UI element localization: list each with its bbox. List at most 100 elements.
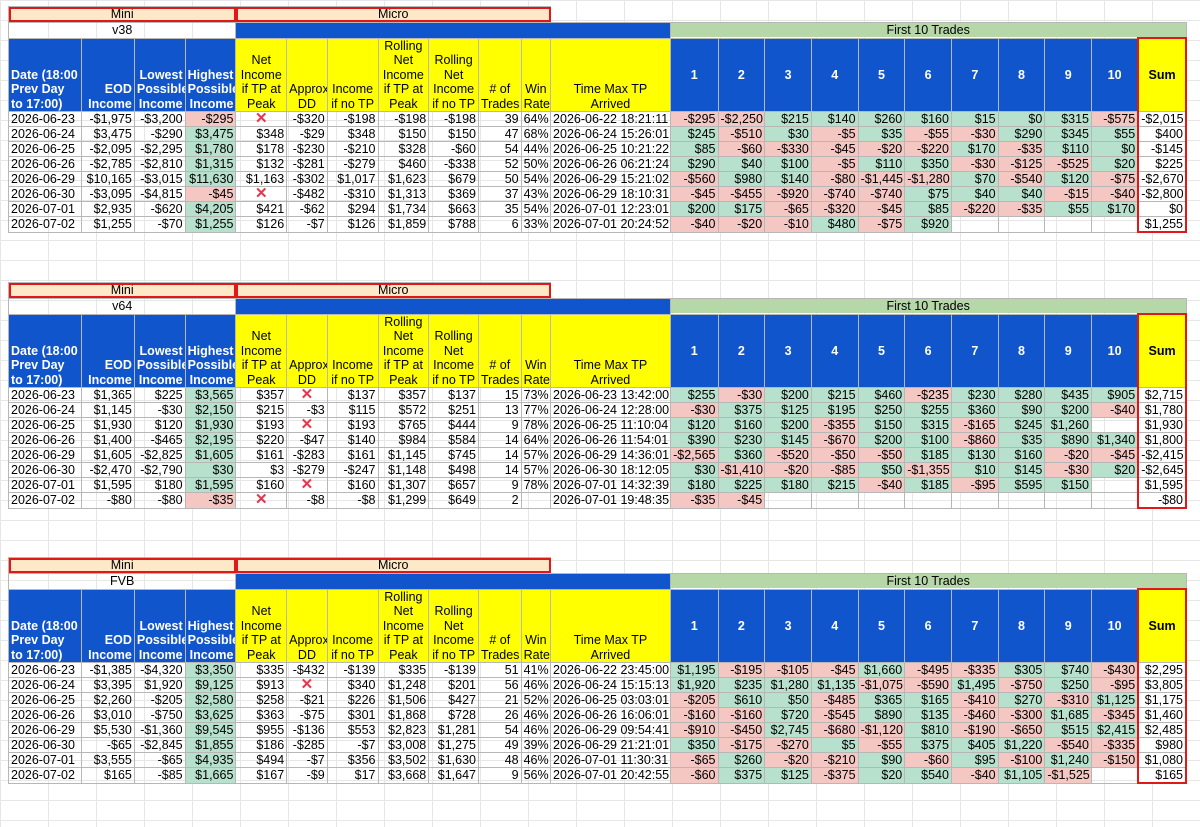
time-max-cell[interactable]: 2026-06-23 13:42:00 xyxy=(550,387,671,403)
income-no-tp-cell[interactable]: -$279 xyxy=(326,156,379,172)
trade-cell[interactable]: $435 xyxy=(1044,387,1093,403)
trade-cell[interactable]: -$295 xyxy=(669,111,719,127)
trade-cell[interactable]: -$30 xyxy=(950,126,999,142)
win-rate-cell[interactable]: 54% xyxy=(520,171,552,187)
trade-cell[interactable]: $175 xyxy=(717,201,766,217)
trade-cell[interactable]: -$60 xyxy=(717,141,766,157)
num-trades-cell[interactable]: 14 xyxy=(477,462,522,478)
date-cell[interactable]: 2026-07-01 xyxy=(7,201,83,217)
sum-cell[interactable]: $2,295 xyxy=(1137,662,1187,678)
win-rate-cell[interactable]: 57% xyxy=(520,447,552,463)
num-trades-cell[interactable]: 54 xyxy=(477,722,522,738)
trade-cell[interactable]: $225 xyxy=(717,477,766,493)
rolling-no-tp-cell[interactable]: $369 xyxy=(428,186,479,202)
rolling-no-tp-cell[interactable]: $137 xyxy=(428,387,479,403)
trade-cell[interactable]: -$35 xyxy=(669,492,719,509)
net-income-tp-cell[interactable]: $348 xyxy=(235,126,288,142)
date-cell[interactable]: 2026-06-29 xyxy=(7,447,83,463)
approx-dd-cell[interactable]: -$7 xyxy=(286,216,328,233)
date-cell[interactable]: 2026-07-02 xyxy=(7,767,83,784)
date-cell[interactable]: 2026-06-24 xyxy=(7,677,83,693)
trade-cell[interactable]: $290 xyxy=(669,156,719,172)
eod-income-cell[interactable]: -$1,975 xyxy=(81,111,135,127)
eod-income-cell[interactable]: -$3,095 xyxy=(81,186,135,202)
sum-cell[interactable]: $225 xyxy=(1137,156,1187,172)
net-income-tp-cell[interactable]: $186 xyxy=(235,737,288,753)
trade-cell[interactable] xyxy=(1091,767,1139,784)
time-max-cell[interactable]: 2026-07-01 14:32:39 xyxy=(550,477,671,493)
date-cell[interactable]: 2026-06-30 xyxy=(7,186,83,202)
trade-cell[interactable]: -$45 xyxy=(810,662,859,678)
approx-dd-cell[interactable]: ✕ xyxy=(286,677,328,693)
highest-income-cell[interactable]: $2,580 xyxy=(184,692,237,708)
net-income-tp-cell[interactable]: ✕ xyxy=(235,111,288,127)
win-rate-cell[interactable]: 41% xyxy=(520,662,552,678)
trade-cell[interactable] xyxy=(997,492,1046,509)
income-no-tp-cell[interactable]: $226 xyxy=(326,692,379,708)
win-rate-cell[interactable]: 33% xyxy=(520,216,552,233)
eod-income-cell[interactable]: -$2,470 xyxy=(81,462,135,478)
income-no-tp-cell[interactable]: $1,017 xyxy=(326,171,379,187)
trade-cell[interactable]: -$310 xyxy=(1044,692,1093,708)
approx-dd-cell[interactable]: -$302 xyxy=(286,171,328,187)
trade-cell[interactable]: $245 xyxy=(669,126,719,142)
trade-cell[interactable]: -$95 xyxy=(1091,677,1139,693)
trade-cell[interactable]: $350 xyxy=(669,737,719,753)
lowest-income-cell[interactable]: -$80 xyxy=(133,492,186,509)
net-income-tp-cell[interactable]: $955 xyxy=(235,722,288,738)
lowest-income-cell[interactable]: -$3,200 xyxy=(133,111,186,127)
time-max-cell[interactable]: 2026-06-29 21:21:01 xyxy=(550,737,671,753)
num-trades-cell[interactable]: 9 xyxy=(477,417,522,433)
trade-cell[interactable]: $1,685 xyxy=(1044,707,1093,723)
eod-income-cell[interactable]: $1,930 xyxy=(81,417,135,433)
trade-cell[interactable]: -$55 xyxy=(904,126,952,142)
approx-dd-cell[interactable]: -$482 xyxy=(286,186,328,202)
num-trades-cell[interactable]: 56 xyxy=(477,677,522,693)
trade-cell[interactable]: $125 xyxy=(764,402,812,418)
highest-income-cell[interactable]: $2,150 xyxy=(184,402,237,418)
rolling-no-tp-cell[interactable]: -$139 xyxy=(428,662,479,678)
trade-cell[interactable]: $120 xyxy=(1044,171,1093,187)
highest-income-cell[interactable]: $1,595 xyxy=(184,477,237,493)
sum-cell[interactable]: $400 xyxy=(1137,126,1187,142)
date-cell[interactable]: 2026-06-26 xyxy=(7,156,83,172)
trade-cell[interactable]: -$35 xyxy=(997,201,1046,217)
rolling-no-tp-cell[interactable]: $657 xyxy=(428,477,479,493)
rolling-tp-cell[interactable]: $2,823 xyxy=(377,722,430,738)
highest-income-cell[interactable]: $3,475 xyxy=(184,126,237,142)
lowest-income-cell[interactable]: $120 xyxy=(133,417,186,433)
win-rate-cell[interactable]: 57% xyxy=(520,462,552,478)
approx-dd-cell[interactable]: -$75 xyxy=(286,707,328,723)
date-cell[interactable]: 2026-06-25 xyxy=(7,141,83,157)
trade-cell[interactable]: $195 xyxy=(810,402,859,418)
trade-cell[interactable]: -$300 xyxy=(997,707,1046,723)
rolling-no-tp-cell[interactable]: $1,647 xyxy=(428,767,479,784)
approx-dd-cell[interactable]: -$432 xyxy=(286,662,328,678)
highest-income-cell[interactable]: $1,855 xyxy=(184,737,237,753)
trade-cell[interactable]: $345 xyxy=(1044,126,1093,142)
trade-cell[interactable]: -$450 xyxy=(717,722,766,738)
time-max-cell[interactable]: 2026-06-25 10:21:22 xyxy=(550,141,671,157)
lowest-income-cell[interactable]: -$70 xyxy=(133,216,186,233)
trade-cell[interactable]: -$525 xyxy=(1044,156,1093,172)
trade-cell[interactable]: -$670 xyxy=(810,432,859,448)
rolling-tp-cell[interactable]: $460 xyxy=(377,156,430,172)
highest-income-cell[interactable]: $11,630 xyxy=(184,171,237,187)
trade-cell[interactable] xyxy=(1044,492,1093,509)
win-rate-cell[interactable]: 54% xyxy=(520,201,552,217)
num-trades-cell[interactable]: 15 xyxy=(477,387,522,403)
trade-cell[interactable]: $255 xyxy=(669,387,719,403)
income-no-tp-cell[interactable]: $193 xyxy=(326,417,379,433)
rolling-tp-cell[interactable]: $335 xyxy=(377,662,430,678)
lowest-income-cell[interactable]: -$3,015 xyxy=(133,171,186,187)
net-income-tp-cell[interactable]: $357 xyxy=(235,387,288,403)
rolling-no-tp-cell[interactable]: $1,281 xyxy=(428,722,479,738)
income-no-tp-cell[interactable]: $340 xyxy=(326,677,379,693)
time-max-cell[interactable]: 2026-06-29 14:36:01 xyxy=(550,447,671,463)
trade-cell[interactable]: -$195 xyxy=(717,662,766,678)
num-trades-cell[interactable]: 50 xyxy=(477,171,522,187)
num-trades-cell[interactable]: 37 xyxy=(477,186,522,202)
num-trades-cell[interactable]: 39 xyxy=(477,111,522,127)
time-max-cell[interactable]: 2026-07-01 20:42:55 xyxy=(550,767,671,784)
trade-cell[interactable]: $810 xyxy=(904,722,952,738)
